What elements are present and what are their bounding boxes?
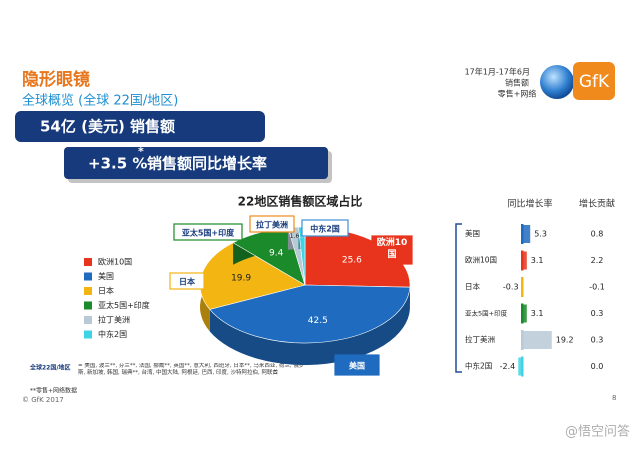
callout-box (173, 223, 243, 241)
contribution-label: -0.1 (589, 283, 605, 292)
callout-label: 中东2国 (310, 224, 340, 234)
callout-label: 日本 (179, 277, 195, 287)
legend-label: 日本 (98, 286, 114, 296)
row-label: 日本 (465, 281, 480, 291)
growth-bar (522, 304, 527, 323)
growth-value: +3.5 % (88, 155, 147, 173)
legend-label: 中东2国 (98, 329, 127, 339)
bar-tick (521, 224, 524, 244)
row-label: 欧洲10国 (465, 255, 497, 265)
footnote-text: = 美国, 波兰**, 芬兰**, 法国, 挪威**, 英国**, 意大利, 西… (78, 363, 305, 376)
callout-label: 亚太5国+印度 (182, 228, 235, 238)
slice-label: 9.4 (269, 248, 284, 258)
table-header: 同比增长率 (507, 198, 552, 210)
table-bracket (455, 223, 462, 373)
contribution-label: 0.3 (591, 336, 604, 345)
legend-swatch (84, 316, 92, 324)
row-label: 美国 (465, 228, 480, 238)
callout-box (301, 219, 349, 237)
growth-label: -0.3 (503, 283, 519, 292)
growth-bar (518, 357, 522, 376)
globe-icon (540, 65, 574, 99)
footnote-label: 全球22国/地区 (29, 364, 71, 372)
period: 17年1月-17年6月 (465, 67, 530, 77)
pie-title: 22地区销售额区域占比 (238, 194, 363, 209)
growth-label: 19.2 (556, 336, 574, 345)
growth-label: 5.3 (534, 230, 547, 239)
contribution-label: 0.3 (591, 309, 604, 318)
callout-box (169, 272, 205, 290)
slice-label: 19.9 (231, 274, 251, 284)
slice-side (209, 287, 410, 366)
copyright: © GfK 2017 (22, 396, 64, 404)
bar-tick (521, 250, 524, 271)
growth-label: 3.1 (531, 309, 544, 318)
watermark: @悟空问答 (565, 424, 630, 440)
row-label: 中东2国 (465, 361, 492, 371)
sales-text: 54亿 (美元) 销售额 (40, 118, 175, 136)
legend-swatch (84, 330, 92, 339)
growth-bar (522, 225, 531, 243)
row-label: 亚太5国+印度 (465, 309, 508, 318)
measure: 销售额 (505, 78, 529, 88)
legend-label: 亚太5国+印度 (98, 300, 150, 310)
growth-asterisk: * (138, 145, 144, 158)
legend-swatch (84, 258, 92, 266)
contribution-label: 0.0 (591, 362, 604, 371)
logo-box (573, 62, 615, 100)
callout-wrap: 欧洲10国 (376, 238, 408, 260)
pie-slice (209, 284, 411, 366)
legend-label: 拉丁美洲 (98, 315, 130, 325)
growth-text: 销售额同比增长率 (147, 155, 267, 173)
callout-label: 美国 (349, 361, 365, 371)
growth-banner (64, 147, 328, 179)
slice-top (209, 284, 411, 344)
bar-tick (521, 303, 524, 324)
row-label: 拉丁美洲 (465, 334, 495, 344)
table-header: 增长贡献 (579, 198, 615, 210)
legend-label: 美国 (98, 271, 114, 281)
bar-tick (521, 330, 524, 350)
contribution-label: 2.2 (591, 256, 604, 265)
slice-label: 1.6 (290, 233, 300, 240)
footnote-note: **零售+网络数据 (30, 387, 77, 395)
bar-tick (521, 356, 524, 377)
callout-box (249, 215, 295, 233)
contribution-label: 0.8 (591, 230, 604, 239)
legend-swatch (84, 272, 92, 281)
logo: GfK (579, 72, 610, 92)
callout-box (371, 235, 413, 265)
slice-label: 25.6 (342, 256, 362, 266)
page-number: 8 (612, 394, 616, 402)
growth-label: 3.1 (531, 256, 544, 265)
legend-swatch (84, 287, 92, 295)
callout-label: 欧洲10国 (376, 238, 408, 260)
growth-label: -2.4 (500, 362, 516, 371)
subtitle: 全球概览 (全球 22国/地区) (22, 93, 178, 109)
legend-label: 欧洲10国 (98, 257, 132, 267)
growth-bar (522, 251, 527, 270)
sales-banner (15, 111, 265, 142)
legend-swatch (84, 301, 92, 310)
bar-tick (521, 277, 524, 297)
title: 隐形眼镜 (22, 69, 90, 90)
channel: 零售+网络 (498, 89, 537, 99)
slice-label: 42.5 (308, 316, 328, 326)
callout-label: 拉丁美洲 (256, 220, 288, 230)
footnote-box: = 美国, 波兰**, 芬兰**, 法国, 挪威**, 英国**, 意大利, 西… (78, 363, 305, 376)
growth-bar (522, 331, 552, 349)
callout-box (334, 354, 380, 376)
